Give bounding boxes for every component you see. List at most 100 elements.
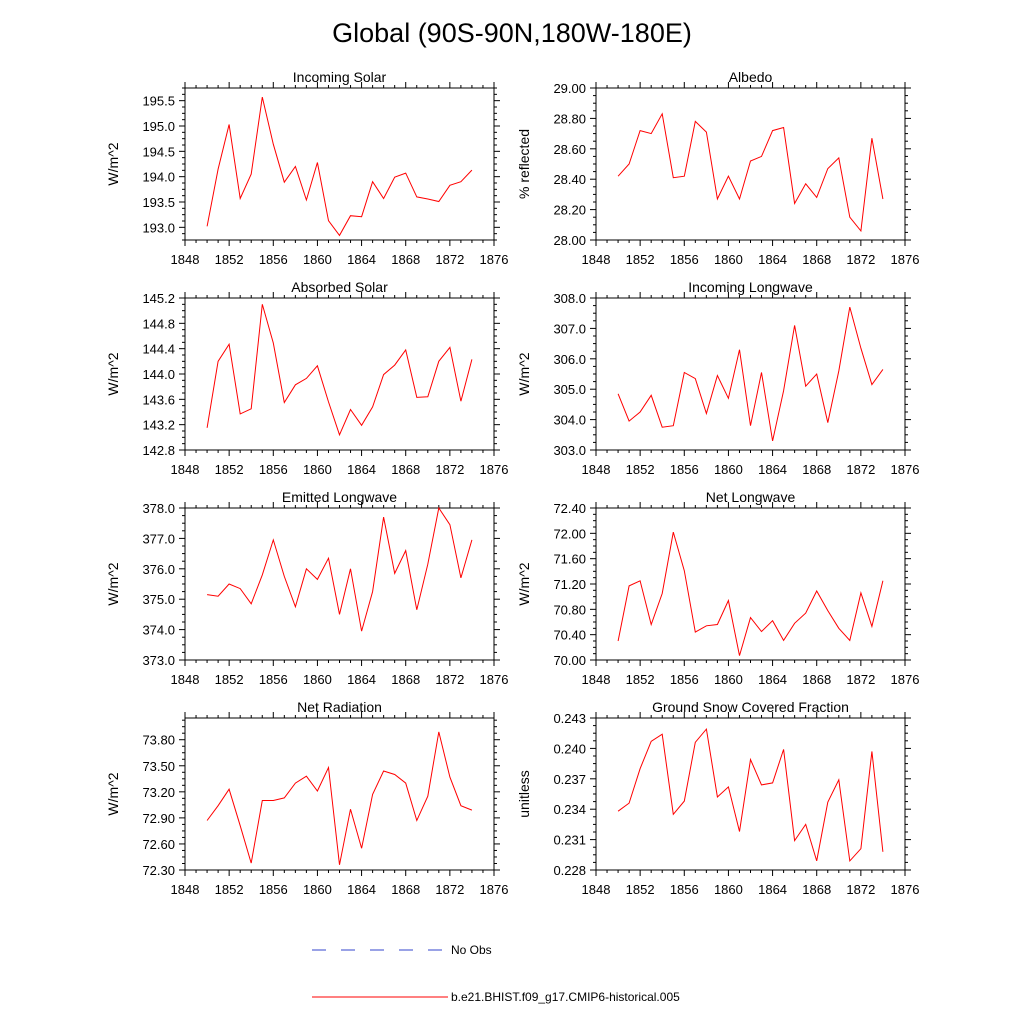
y-tick-label: 193.0 (142, 220, 175, 235)
x-tick-label: 1876 (891, 672, 920, 687)
panel-ground-snow-covered-fraction: Ground Snow Covered Fraction unitless 1848… (516, 699, 919, 897)
x-tick-label: 1856 (670, 462, 699, 477)
x-tick-label: 1868 (391, 252, 420, 267)
y-tick-label: 72.30 (142, 863, 175, 878)
series-line (617, 306, 884, 442)
x-tick-label: 1872 (435, 462, 464, 477)
x-tick-label: 1864 (347, 672, 376, 687)
x-tick-label: 1864 (758, 882, 787, 897)
y-tick-label: 376.0 (142, 562, 175, 577)
panel-emitted-longwave: Emitted Longwave W/m^2 1848 1852 1856 1860 186… (105, 489, 508, 687)
y-tick-label: 71.60 (553, 552, 586, 567)
y-axis-label: W/m^2 (516, 562, 532, 605)
y-tick-label: 0.237 (553, 772, 586, 787)
x-tick-label: 1860 (303, 882, 332, 897)
y-tick-label: 142.8 (142, 443, 175, 458)
y-tick-label: 28.40 (553, 172, 586, 187)
y-tick-label: 0.240 (553, 741, 586, 756)
panel-title: Emitted Longwave (282, 489, 397, 505)
series-line (206, 96, 473, 237)
y-axis-label: W/m^2 (105, 352, 121, 395)
x-tick-label: 1872 (435, 882, 464, 897)
y-tick-label: 378.0 (142, 501, 175, 516)
y-tick-label: 28.80 (553, 111, 586, 126)
x-tick-label: 1848 (582, 462, 611, 477)
chart-panels: Incoming Solar W/m^2 1848 1852 1856 1860 1864 1… (105, 69, 919, 897)
y-tick-label: 28.00 (553, 233, 586, 248)
legend-label: b.e21.BHIST.f09_g17.CMIP6-historical.005 (451, 990, 680, 1004)
y-tick-label: 29.00 (553, 81, 586, 96)
y-tick-label: 72.90 (142, 811, 175, 826)
x-tick-label: 1876 (480, 462, 509, 477)
x-tick-label: 1868 (802, 882, 831, 897)
x-tick-label: 1872 (846, 252, 875, 267)
x-tick-label: 1868 (802, 252, 831, 267)
y-tick-label: 70.40 (553, 628, 586, 643)
x-tick-label: 1868 (391, 672, 420, 687)
x-tick-label: 1872 (435, 252, 464, 267)
y-tick-label: 305.0 (553, 382, 586, 397)
x-tick-label: 1876 (891, 252, 920, 267)
y-tick-label: 377.0 (142, 531, 175, 546)
y-tick-label: 0.228 (553, 863, 586, 878)
x-tick-label: 1864 (758, 462, 787, 477)
y-tick-label: 70.00 (553, 653, 586, 668)
panel-absorbed-solar: Absorbed Solar W/m^2 1848 1852 1856 1860 1864 1… (105, 279, 508, 477)
x-tick-label: 1852 (626, 882, 655, 897)
panel-title: Incoming Solar (293, 69, 387, 85)
y-tick-label: 72.40 (553, 501, 586, 516)
y-tick-label: 72.00 (553, 526, 586, 541)
x-tick-label: 1864 (347, 462, 376, 477)
x-tick-label: 1872 (846, 672, 875, 687)
x-tick-label: 1856 (259, 462, 288, 477)
panel-albedo: Albedo % reflected 1848 1852 1856 1860 1864 186… (516, 69, 919, 267)
plot-frame (595, 297, 906, 451)
y-tick-label: 73.80 (142, 733, 175, 748)
plot-frame (184, 87, 495, 241)
y-tick-label: 195.5 (142, 94, 175, 109)
x-tick-label: 1856 (670, 882, 699, 897)
x-tick-label: 1860 (303, 252, 332, 267)
x-tick-label: 1864 (347, 882, 376, 897)
x-tick-label: 1864 (758, 672, 787, 687)
x-tick-label: 1872 (846, 462, 875, 477)
y-tick-label: 71.20 (553, 577, 586, 592)
y-tick-label: 144.8 (142, 316, 175, 331)
panel-title: Incoming Longwave (688, 279, 813, 295)
x-tick-label: 1848 (582, 882, 611, 897)
x-tick-label: 1868 (391, 882, 420, 897)
y-axis-label: W/m^2 (105, 772, 121, 815)
x-tick-label: 1848 (171, 882, 200, 897)
panel-title: Net Radiation (297, 699, 382, 715)
legend: No Obs b.e21.BHIST.f09_g17.CMIP6-historic… (312, 943, 680, 1004)
y-tick-label: 73.20 (142, 785, 175, 800)
plot-frame (184, 717, 495, 871)
x-tick-label: 1848 (171, 462, 200, 477)
x-tick-label: 1848 (582, 252, 611, 267)
panel-incoming-longwave: Incoming Longwave W/m^2 1848 1852 1856 1860 18… (516, 279, 919, 477)
x-tick-label: 1876 (891, 882, 920, 897)
y-tick-label: 0.231 (553, 833, 586, 848)
y-tick-label: 0.243 (553, 711, 586, 726)
y-tick-label: 303.0 (553, 443, 586, 458)
x-tick-label: 1852 (215, 252, 244, 267)
figure-title: Global (90S-90N,180W-180E) (332, 18, 692, 48)
x-tick-label: 1852 (626, 252, 655, 267)
plot-frame (595, 87, 906, 241)
x-tick-label: 1856 (259, 252, 288, 267)
x-tick-label: 1852 (626, 672, 655, 687)
plot-frame (595, 507, 906, 661)
y-tick-label: 304.0 (553, 413, 586, 428)
y-tick-label: 0.234 (553, 802, 586, 817)
panel-net-radiation: Net Radiation W/m^2 1848 1852 1856 1860 1864 18… (105, 699, 508, 897)
y-tick-label: 144.0 (142, 367, 175, 382)
plot-frame (184, 297, 495, 451)
panel-title: Albedo (729, 69, 773, 85)
y-tick-label: 194.0 (142, 170, 175, 185)
panel-incoming-solar: Incoming Solar W/m^2 1848 1852 1856 1860 1864 1… (105, 69, 508, 267)
panel-net-longwave: Net Longwave W/m^2 1848 1852 1856 1860 1864 186… (516, 489, 919, 687)
x-tick-label: 1876 (480, 252, 509, 267)
x-tick-label: 1868 (391, 462, 420, 477)
y-tick-label: 308.0 (553, 291, 586, 306)
